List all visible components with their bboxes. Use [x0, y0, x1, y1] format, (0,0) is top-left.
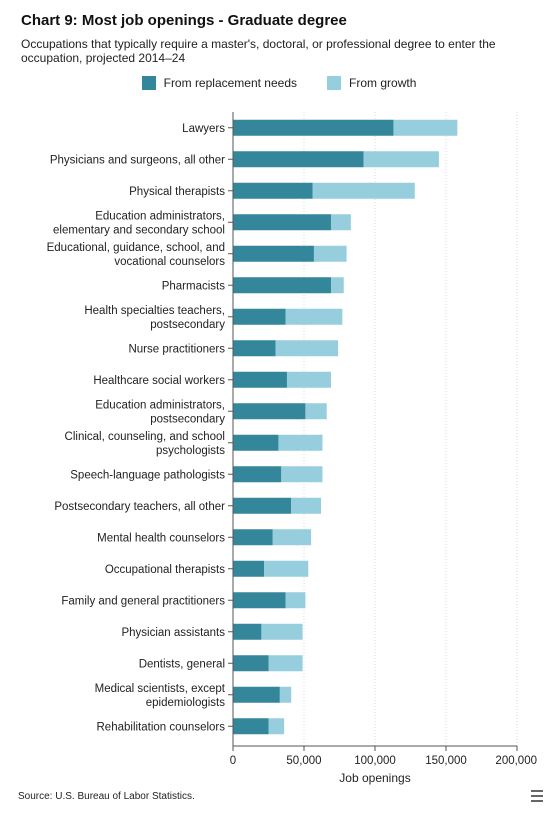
- legend-label-replacement: From replacement needs: [163, 76, 298, 90]
- bar-replacement: [233, 151, 364, 168]
- bar-replacement: [233, 308, 286, 325]
- bar-replacement: [233, 214, 331, 231]
- chart-title: Chart 9: Most job openings - Graduate de…: [21, 12, 347, 29]
- bar-replacement: [233, 403, 306, 420]
- bar-growth: [275, 340, 339, 357]
- category-label: Physician assistants: [121, 627, 225, 639]
- category-label: Family and general practitioners: [61, 595, 225, 607]
- category-label: Physicians and surgeons, all other: [50, 154, 225, 166]
- legend-item-growth[interactable]: From growth: [327, 76, 416, 90]
- category-label: Pharmacists: [162, 280, 226, 292]
- chart-legend: From replacement needs From growth: [0, 76, 558, 90]
- category-label: Rehabilitation counselors: [97, 721, 226, 733]
- x-tick-label: 100,000: [354, 755, 396, 767]
- category-label: Postsecondary teachers, all other: [54, 501, 225, 513]
- category-label: Education administrators, elementary and …: [53, 210, 225, 236]
- bar-replacement: [233, 592, 286, 609]
- category-label: Healthcare social workers: [93, 375, 225, 387]
- x-tick-label: 0: [230, 755, 236, 767]
- x-tick-label: 200,000: [495, 755, 537, 767]
- bar-growth: [279, 686, 292, 703]
- bar-growth: [268, 718, 285, 735]
- bar-replacement: [233, 340, 276, 357]
- bar-replacement: [233, 497, 292, 514]
- category-label: Mental health counselors: [97, 532, 225, 544]
- bar-growth: [330, 214, 351, 231]
- category-label: Clinical, counseling, and school psycholo…: [65, 431, 226, 457]
- bar-growth: [272, 529, 312, 546]
- source-note: Source: U.S. Bureau of Labor Statistics.: [18, 791, 195, 802]
- bar-replacement: [233, 466, 282, 483]
- bar-replacement: [233, 623, 262, 640]
- bar-growth: [268, 655, 303, 672]
- category-label: Lawyers: [182, 123, 225, 135]
- bar-growth: [291, 497, 322, 514]
- legend-swatch-growth: [327, 76, 342, 90]
- bar-growth: [305, 403, 327, 420]
- bar-growth: [281, 466, 323, 483]
- category-label: Physical therapists: [129, 186, 225, 198]
- x-tick-label: 50,000: [286, 755, 321, 767]
- bar-growth: [330, 277, 344, 294]
- category-label: Occupational therapists: [105, 564, 225, 576]
- menu-icon[interactable]: [531, 790, 543, 802]
- bar-replacement: [233, 182, 313, 199]
- x-axis-title: Job openings: [339, 771, 410, 785]
- x-tick-label: 150,000: [425, 755, 467, 767]
- bar-chart: Lawyers Physicians and surgeons, all othe…: [47, 112, 537, 785]
- bar-growth: [312, 182, 415, 199]
- bar-replacement: [233, 277, 331, 294]
- bar-replacement: [233, 718, 269, 735]
- bar-growth: [285, 308, 343, 325]
- category-label: Educational, guidance, school, and vocati…: [47, 242, 226, 268]
- bar-growth: [264, 560, 309, 577]
- legend-swatch-replacement: [141, 76, 156, 90]
- bar-growth: [363, 151, 439, 168]
- chart-subtitle: Occupations that typically require a mas…: [21, 37, 496, 65]
- category-label: Nurse practitioners: [128, 343, 225, 355]
- bar-replacement: [233, 434, 279, 451]
- bar-growth: [286, 371, 331, 388]
- bar-replacement: [233, 560, 265, 577]
- bar-replacement: [233, 245, 314, 262]
- bar-growth: [393, 119, 458, 136]
- bar-growth: [261, 623, 303, 640]
- legend-label-growth: From growth: [349, 76, 417, 90]
- category-label: Education administrators, postsecondary: [95, 399, 225, 425]
- bar-replacement: [233, 119, 394, 136]
- bar-replacement: [233, 371, 287, 388]
- category-label: Speech-language pathologists: [70, 469, 225, 481]
- bar-replacement: [233, 686, 280, 703]
- bar-growth: [313, 245, 347, 262]
- category-label: Medical scientists, except epidemiologist…: [95, 683, 226, 709]
- category-label: Health specialties teachers, postsecondar…: [84, 305, 225, 331]
- bar-replacement: [233, 655, 269, 672]
- category-label: Dentists, general: [139, 658, 225, 670]
- bar-replacement: [233, 529, 273, 546]
- bar-growth: [278, 434, 323, 451]
- bar-growth: [285, 592, 306, 609]
- legend-item-replacement[interactable]: From replacement needs: [141, 76, 298, 90]
